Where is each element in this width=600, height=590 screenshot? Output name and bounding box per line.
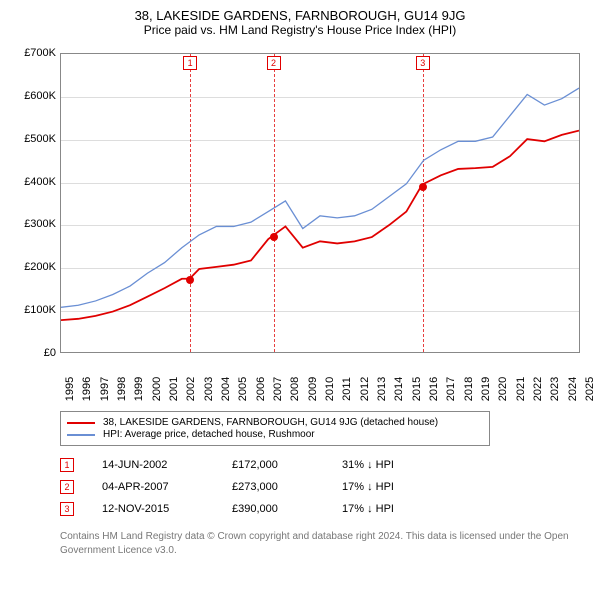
sale-marker-dot: [270, 233, 278, 241]
sale-marker-box: 2: [267, 56, 281, 70]
sale-diff: 17% ↓ HPI: [342, 481, 442, 493]
x-axis-label: 2025: [584, 377, 596, 401]
x-axis-label: 2017: [445, 377, 457, 401]
sale-price: £390,000: [232, 503, 342, 515]
y-axis-label: £400K: [12, 176, 56, 188]
x-axis-label: 2005: [237, 377, 249, 401]
chart-area: 1 2 3 1995 1996 1997 1998 1999 2000 2001 2002 2003…: [12, 45, 588, 405]
x-axis-label: 1998: [116, 377, 128, 401]
attribution-text: Contains HM Land Registry data © Crown c…: [60, 530, 570, 557]
x-axis-label: 2018: [463, 377, 475, 401]
sale-date: 14-JUN-2002: [102, 459, 232, 471]
x-axis-label: 2023: [549, 377, 561, 401]
x-axis-label: 2022: [532, 377, 544, 401]
sale-marker-dot: [186, 276, 194, 284]
y-axis-label: £500K: [12, 133, 56, 145]
sales-row: 1 14-JUN-2002 £172,000 31% ↓ HPI: [60, 454, 588, 476]
plot-area: 1 2 3: [60, 53, 580, 353]
y-axis-label: £200K: [12, 261, 56, 273]
sale-price: £172,000: [232, 459, 342, 471]
legend: 38, LAKESIDE GARDENS, FARNBOROUGH, GU14 …: [60, 411, 490, 446]
sales-row: 2 04-APR-2007 £273,000 17% ↓ HPI: [60, 476, 588, 498]
sale-marker-box: 3: [416, 56, 430, 70]
legend-item-property: 38, LAKESIDE GARDENS, FARNBOROUGH, GU14 …: [67, 417, 483, 428]
x-axis-label: 2000: [151, 377, 163, 401]
x-axis-label: 2002: [185, 377, 197, 401]
y-axis-label: £600K: [12, 90, 56, 102]
x-axis-label: 2007: [272, 377, 284, 401]
x-axis-label: 2013: [376, 377, 388, 401]
sale-diff: 17% ↓ HPI: [342, 503, 442, 515]
chart-subtitle: Price paid vs. HM Land Registry's House …: [12, 23, 588, 37]
legend-item-hpi: HPI: Average price, detached house, Rush…: [67, 429, 483, 440]
x-axis-label: 2012: [359, 377, 371, 401]
sales-row: 3 12-NOV-2015 £390,000 17% ↓ HPI: [60, 498, 588, 520]
sale-diff: 31% ↓ HPI: [342, 459, 442, 471]
x-axis-label: 1999: [133, 377, 145, 401]
legend-swatch-hpi: [67, 434, 95, 436]
x-axis-label: 2014: [393, 377, 405, 401]
x-axis-label: 2024: [567, 377, 579, 401]
x-axis-label: 2001: [168, 377, 180, 401]
x-axis-label: 2011: [341, 377, 353, 401]
x-axis-label: 2008: [289, 377, 301, 401]
x-axis-label: 2010: [324, 377, 336, 401]
chart-lines: [61, 54, 579, 352]
x-axis-label: 2020: [497, 377, 509, 401]
sale-marker-box: 1: [183, 56, 197, 70]
x-axis-label: 1997: [99, 377, 111, 401]
x-axis-label: 1995: [64, 377, 76, 401]
chart-container: 38, LAKESIDE GARDENS, FARNBOROUGH, GU14 …: [0, 0, 600, 567]
x-axis-label: 2004: [220, 377, 232, 401]
x-axis-label: 2003: [203, 377, 215, 401]
sale-marker-icon: 2: [60, 480, 74, 494]
x-axis-label: 2021: [515, 377, 527, 401]
sale-marker-icon: 1: [60, 458, 74, 472]
y-axis-label: £100K: [12, 304, 56, 316]
legend-swatch-property: [67, 422, 95, 424]
x-axis-label: 1996: [81, 377, 93, 401]
sale-date: 04-APR-2007: [102, 481, 232, 493]
sale-price: £273,000: [232, 481, 342, 493]
legend-label-property: 38, LAKESIDE GARDENS, FARNBOROUGH, GU14 …: [103, 417, 438, 428]
x-axis-label: 2019: [480, 377, 492, 401]
chart-title: 38, LAKESIDE GARDENS, FARNBOROUGH, GU14 …: [12, 8, 588, 23]
y-axis-label: £0: [12, 347, 56, 359]
x-axis-label: 2009: [307, 377, 319, 401]
x-axis-label: 2016: [428, 377, 440, 401]
x-axis-label: 2006: [255, 377, 267, 401]
sale-marker-icon: 3: [60, 502, 74, 516]
sale-date: 12-NOV-2015: [102, 503, 232, 515]
y-axis-label: £700K: [12, 47, 56, 59]
sales-table: 1 14-JUN-2002 £172,000 31% ↓ HPI 2 04-AP…: [60, 454, 588, 520]
sale-marker-dot: [419, 183, 427, 191]
y-axis-label: £300K: [12, 218, 56, 230]
legend-label-hpi: HPI: Average price, detached house, Rush…: [103, 429, 315, 440]
x-axis-label: 2015: [411, 377, 423, 401]
x-axis-labels: 1995 1996 1997 1998 1999 2000 2001 2002 2003 2004…: [60, 357, 580, 403]
